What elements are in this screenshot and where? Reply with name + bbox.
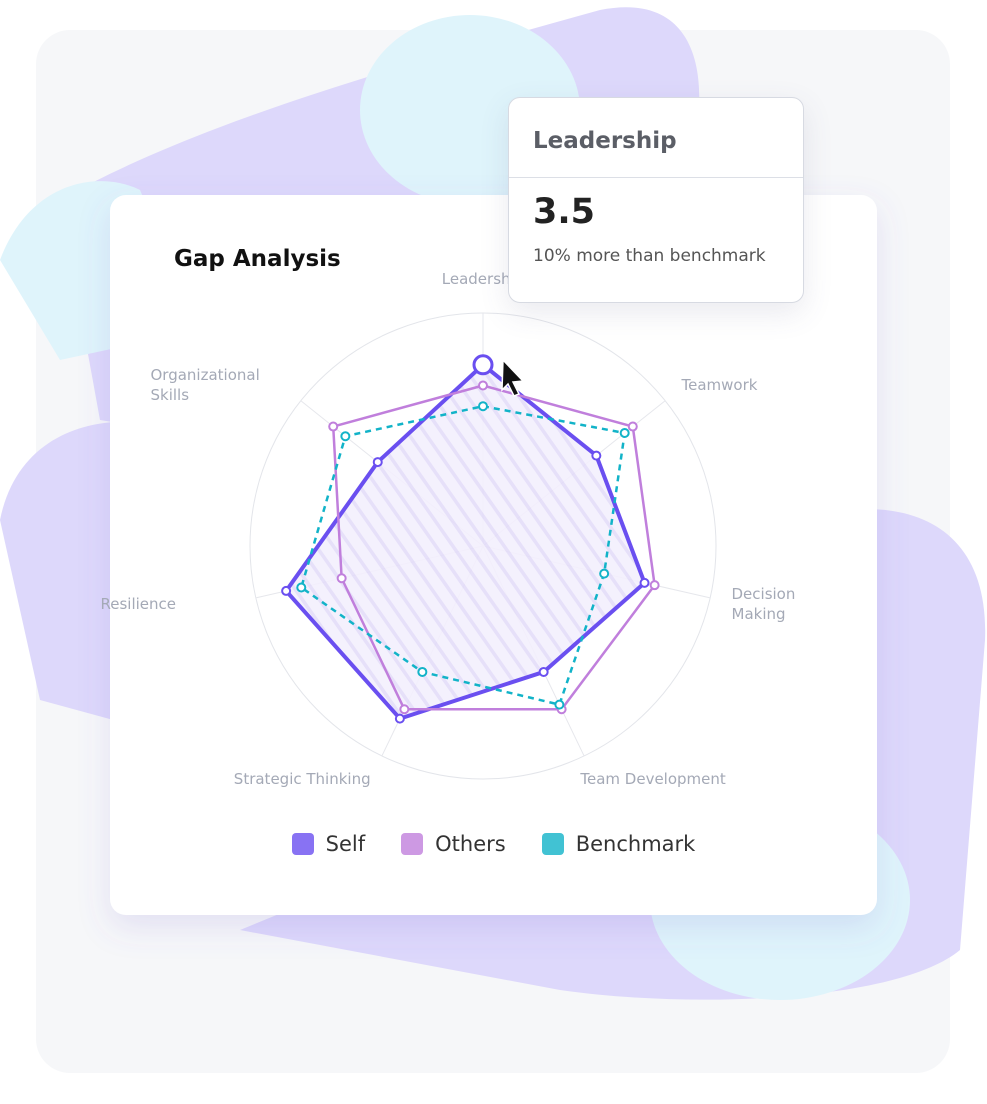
tooltip: Leadership 3.5 10% more than benchmark [508, 97, 804, 303]
category-label: Teamwork [681, 375, 758, 394]
cursor [501, 358, 525, 397]
legend-label: Others [435, 832, 506, 856]
category-label: Resilience [100, 594, 176, 613]
series-line [284, 362, 647, 721]
point [554, 699, 565, 710]
area [286, 364, 645, 719]
category-label: Decision Making [731, 584, 796, 623]
point [417, 666, 428, 677]
point [281, 585, 292, 596]
point [619, 428, 630, 439]
series-line [331, 384, 656, 711]
legend-swatch [401, 833, 424, 855]
point [599, 568, 610, 579]
point [627, 421, 638, 432]
chart-title: Gap Analysis [174, 246, 341, 272]
legend-label: Benchmark [575, 832, 696, 856]
legend-item[interactable]: Benchmark [541, 832, 696, 856]
tooltip-title: Leadership [509, 98, 803, 178]
series-line [300, 404, 626, 706]
point [649, 580, 660, 591]
legend-swatch [541, 833, 564, 855]
legend-item[interactable]: Others [401, 832, 506, 856]
point [538, 666, 549, 677]
tooltip-note: 10% more than benchmark [533, 246, 766, 266]
point [340, 431, 351, 442]
category-label: Strategic Thinking [233, 770, 371, 789]
tooltip-value: 3.5 [533, 192, 596, 232]
point [591, 450, 602, 461]
category-label: Organizational Skills [150, 365, 260, 404]
point [478, 401, 488, 412]
legend-item[interactable]: Self [291, 832, 366, 856]
point [336, 573, 347, 584]
point [394, 713, 405, 724]
point [372, 457, 383, 468]
legend-label: Self [325, 832, 366, 856]
point [328, 421, 339, 432]
point [399, 704, 410, 715]
point [639, 577, 650, 588]
hover-point [472, 354, 494, 376]
category-label: Team Development [580, 770, 726, 789]
legend-swatch [291, 833, 314, 855]
point [296, 582, 307, 593]
point [478, 380, 488, 391]
legend: Self Others Benchmark [110, 832, 877, 856]
category-label: Leadership [441, 270, 525, 288]
